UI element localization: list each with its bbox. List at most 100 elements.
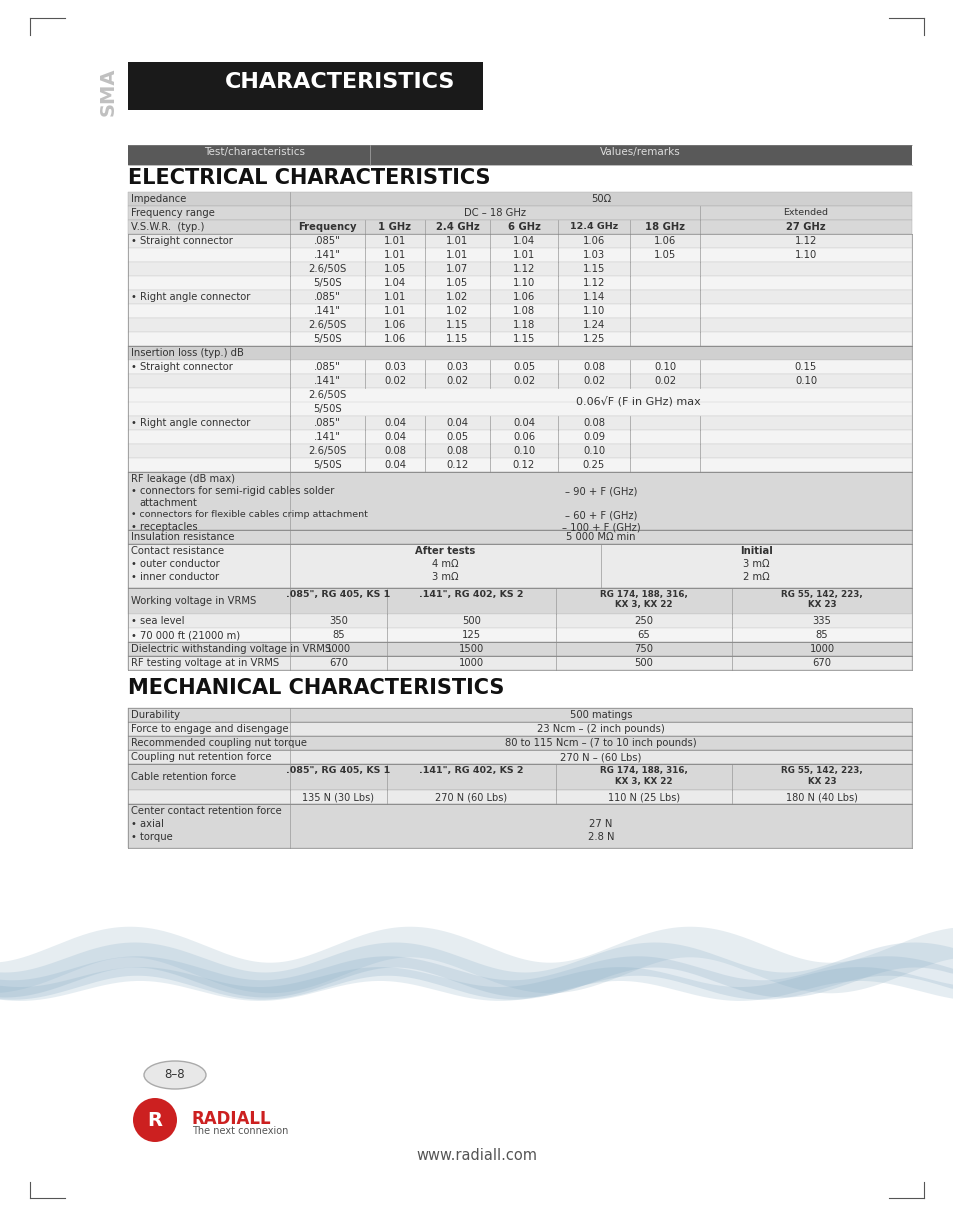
Text: • inner conductor: • inner conductor xyxy=(131,572,219,582)
Text: 1.01: 1.01 xyxy=(383,292,406,302)
Text: V.S.W.R.  (typ.): V.S.W.R. (typ.) xyxy=(131,223,204,232)
Text: .085": .085" xyxy=(314,418,340,428)
Bar xyxy=(128,276,911,289)
Text: Values/remarks: Values/remarks xyxy=(599,147,679,157)
Bar xyxy=(128,736,911,750)
Text: Force to engage and disengage: Force to engage and disengage xyxy=(131,724,289,734)
Text: 85: 85 xyxy=(332,630,344,640)
Text: 5/50S: 5/50S xyxy=(313,334,341,344)
Text: 125: 125 xyxy=(461,630,480,640)
Text: 0.12: 0.12 xyxy=(446,460,468,471)
Text: 27 N: 27 N xyxy=(589,820,612,829)
Bar xyxy=(128,708,911,722)
Text: 1.12: 1.12 xyxy=(794,236,817,246)
Text: – 60 + F (GHz): – 60 + F (GHz) xyxy=(564,510,637,520)
Text: .085", RG 405, KS 1: .085", RG 405, KS 1 xyxy=(286,766,390,775)
Text: 1.05: 1.05 xyxy=(383,264,406,274)
Bar xyxy=(128,472,911,530)
Text: CHARACTERISTICS: CHARACTERISTICS xyxy=(225,72,455,92)
Text: 0.04: 0.04 xyxy=(384,418,406,428)
Text: 0.05: 0.05 xyxy=(513,362,535,372)
Text: 2.6/50S: 2.6/50S xyxy=(308,390,346,400)
Bar xyxy=(128,430,911,444)
Text: 0.12: 0.12 xyxy=(513,460,535,471)
Text: 1.01: 1.01 xyxy=(513,250,535,260)
Text: 0.10: 0.10 xyxy=(794,376,816,385)
Text: Recommended coupling nut torque: Recommended coupling nut torque xyxy=(131,738,307,748)
Bar xyxy=(128,332,911,347)
Text: 1.15: 1.15 xyxy=(446,334,468,344)
Text: 0.10: 0.10 xyxy=(513,446,535,456)
Circle shape xyxy=(132,1098,177,1142)
Text: .085": .085" xyxy=(314,292,340,302)
Text: 350: 350 xyxy=(329,617,348,626)
Text: 2 mΩ: 2 mΩ xyxy=(742,572,769,582)
Text: Contact resistance: Contact resistance xyxy=(131,546,224,556)
Text: 1.06: 1.06 xyxy=(513,292,535,302)
Text: 1.01: 1.01 xyxy=(383,306,406,316)
Text: 0.10: 0.10 xyxy=(653,362,676,372)
Text: 1000: 1000 xyxy=(458,658,483,668)
Text: Frequency range: Frequency range xyxy=(131,208,214,218)
Text: 0.04: 0.04 xyxy=(513,418,535,428)
Text: 0.02: 0.02 xyxy=(383,376,406,385)
Text: 0.06√F (F in GHz) max: 0.06√F (F in GHz) max xyxy=(576,395,700,406)
Bar xyxy=(128,206,911,220)
Ellipse shape xyxy=(144,1062,206,1090)
Text: 1.04: 1.04 xyxy=(383,278,406,288)
Text: Dielectric withstanding voltage in VRMS: Dielectric withstanding voltage in VRMS xyxy=(131,644,331,654)
Text: 0.08: 0.08 xyxy=(582,418,604,428)
Text: Durability: Durability xyxy=(131,710,180,720)
Bar xyxy=(128,589,911,614)
Text: • Right angle connector: • Right angle connector xyxy=(131,418,250,428)
Text: • sea level: • sea level xyxy=(131,617,184,626)
Text: RG 55, 142, 223,: RG 55, 142, 223, xyxy=(781,766,862,775)
Text: • receptacles: • receptacles xyxy=(131,522,197,533)
Text: 50Ω: 50Ω xyxy=(590,195,611,204)
Text: Insulation resistance: Insulation resistance xyxy=(131,533,234,542)
Bar xyxy=(128,530,911,544)
Text: 1.05: 1.05 xyxy=(446,278,468,288)
Text: 85: 85 xyxy=(815,630,827,640)
Text: .141": .141" xyxy=(314,250,340,260)
Text: 0.08: 0.08 xyxy=(384,446,406,456)
Text: Cable retention force: Cable retention force xyxy=(131,772,236,782)
Text: 0.02: 0.02 xyxy=(446,376,468,385)
Text: 1.15: 1.15 xyxy=(582,264,604,274)
Text: 8–8: 8–8 xyxy=(165,1069,185,1081)
Text: 1.12: 1.12 xyxy=(513,264,535,274)
Bar xyxy=(128,192,911,206)
Text: • connectors for semi-rigid cables solder: • connectors for semi-rigid cables solde… xyxy=(131,486,334,496)
Text: 2.6/50S: 2.6/50S xyxy=(308,264,346,274)
Text: 1.10: 1.10 xyxy=(794,250,817,260)
Text: – 100 + F (GHz): – 100 + F (GHz) xyxy=(561,522,639,533)
Bar xyxy=(128,319,911,332)
Text: 1.08: 1.08 xyxy=(513,306,535,316)
Text: 0.08: 0.08 xyxy=(582,362,604,372)
Text: 65: 65 xyxy=(637,630,650,640)
Text: 1.10: 1.10 xyxy=(582,306,604,316)
Text: Coupling nut retention force: Coupling nut retention force xyxy=(131,751,272,762)
Text: RG 174, 188, 316,: RG 174, 188, 316, xyxy=(599,766,687,775)
Text: 0.02: 0.02 xyxy=(653,376,676,385)
Text: 18 GHz: 18 GHz xyxy=(644,223,684,232)
Text: SMA: SMA xyxy=(98,68,117,117)
Text: KX 23: KX 23 xyxy=(807,777,836,786)
Bar xyxy=(128,627,911,642)
Text: 12.4 GHz: 12.4 GHz xyxy=(569,223,618,231)
Text: Impedance: Impedance xyxy=(131,195,186,204)
Text: 1.02: 1.02 xyxy=(446,306,468,316)
Text: 500: 500 xyxy=(461,617,480,626)
Text: 135 N (30 Lbs): 135 N (30 Lbs) xyxy=(302,792,375,803)
Text: • outer conductor: • outer conductor xyxy=(131,559,219,569)
Text: 5/50S: 5/50S xyxy=(313,278,341,288)
Text: DC – 18 GHz: DC – 18 GHz xyxy=(463,208,525,218)
Text: 1.12: 1.12 xyxy=(582,278,604,288)
Text: Center contact retention force: Center contact retention force xyxy=(131,806,281,816)
Bar xyxy=(128,347,911,360)
Text: 0.09: 0.09 xyxy=(582,432,604,441)
Text: 1.01: 1.01 xyxy=(446,250,468,260)
Text: 0.04: 0.04 xyxy=(446,418,468,428)
Text: 1.06: 1.06 xyxy=(653,236,676,246)
Text: .141", RG 402, KS 2: .141", RG 402, KS 2 xyxy=(418,766,523,775)
